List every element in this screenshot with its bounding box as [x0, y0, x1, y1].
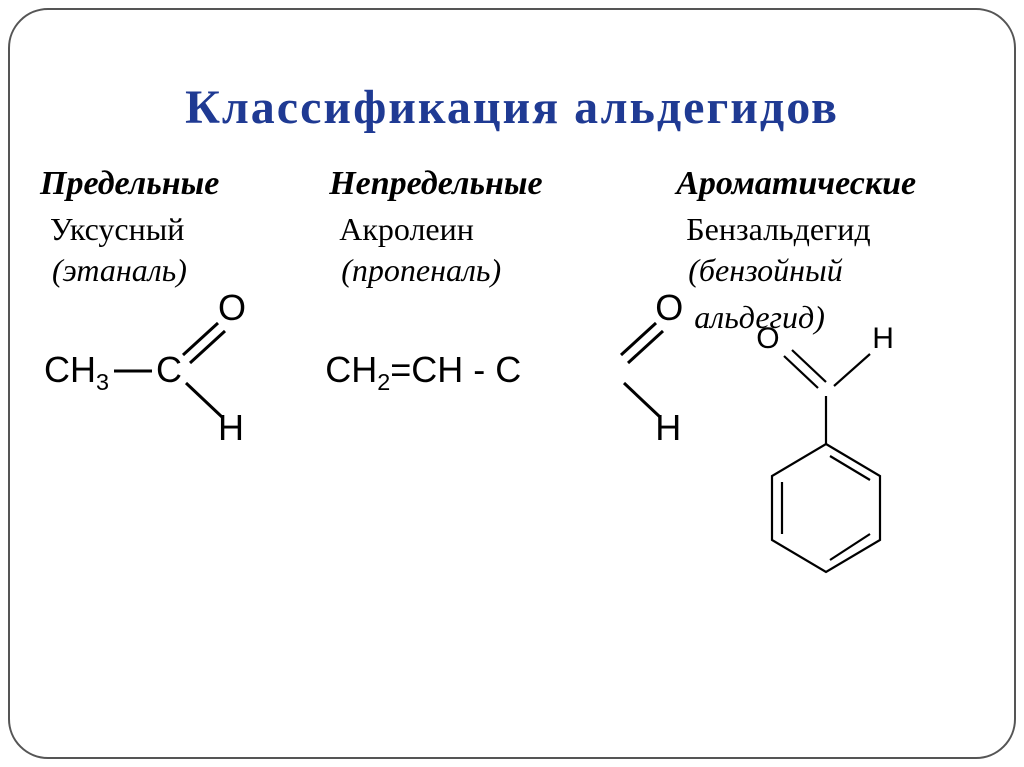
benzaldehyde-o: O — [756, 322, 779, 356]
category-label-1: Предельные — [40, 165, 309, 203]
benzaldehyde-svg — [746, 336, 966, 636]
ethanal-h: H — [218, 407, 244, 449]
ethanal-c: C — [156, 349, 182, 391]
dbond-txt: = — [390, 349, 411, 390]
systematic-name-2: (пропеналь) — [329, 252, 656, 289]
category-label-3: Ароматические — [676, 165, 984, 203]
acrolein-chain: CH2=CH - C — [325, 349, 521, 396]
slide-frame: Классификация альдегидов Предельные Уксу… — [8, 8, 1016, 759]
ethanal-o: O — [218, 287, 246, 329]
sbond-txt: - — [463, 349, 495, 390]
structure-2: CH2=CH - C O H — [329, 299, 656, 559]
ethanal-ch3: CH3 — [44, 349, 109, 396]
category-label-2: Непредельные — [329, 165, 656, 203]
column-saturated: Предельные Уксусный (этаналь) CH3 C O H — [30, 165, 319, 636]
column-aromatic: Ароматические Бензальдегид (бензойный ал… — [666, 165, 994, 636]
trivial-name-3: Бензальдегид — [676, 211, 984, 248]
systematic-name-3b: альдегид) — [676, 299, 984, 336]
column-unsaturated: Непредельные Акролеин (пропеналь) CH2=CH… — [319, 165, 666, 636]
acrolein-o: O — [655, 287, 683, 329]
trivial-name-2: Акролеин — [329, 211, 656, 248]
structure-1: CH3 C O H — [40, 299, 309, 559]
columns-row: Предельные Уксусный (этаналь) CH3 C O H — [30, 165, 994, 636]
systematic-name-1: (этаналь) — [40, 252, 309, 289]
systematic-name-3a: (бензойный — [676, 252, 984, 289]
slide-title: Классификация альдегидов — [30, 80, 994, 135]
benzaldehyde-h: H — [872, 322, 894, 356]
trivial-name-1: Уксусный — [40, 211, 309, 248]
structure-3: O H — [676, 336, 984, 636]
title-text: Классификация альдегидов — [185, 81, 839, 134]
